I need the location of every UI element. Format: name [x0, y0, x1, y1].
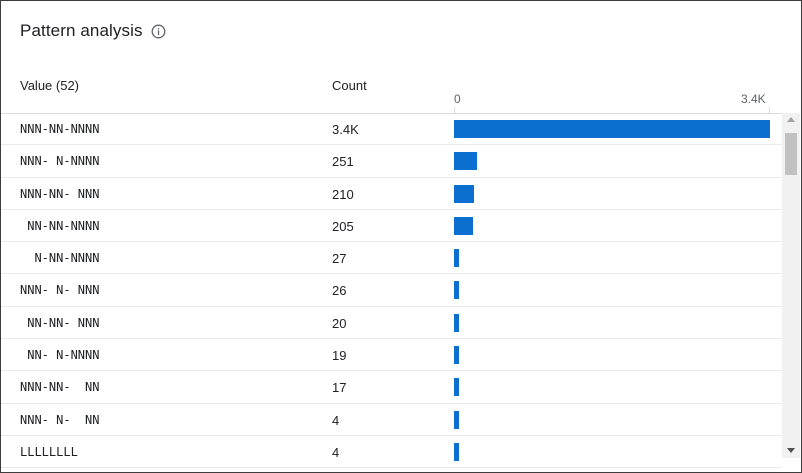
header-divider — [1, 113, 782, 114]
scrollbar-thumb[interactable] — [785, 133, 797, 175]
table-row[interactable]: N-NN-NNNN 27 — [1, 242, 782, 275]
count-bar — [454, 410, 459, 429]
axis-max-tick — [769, 107, 770, 113]
axis-max-label: 3.4K — [741, 92, 766, 106]
panel-title: Pattern analysis — [20, 21, 143, 40]
table-row[interactable]: NNN-NN- NNN 210 — [1, 178, 782, 210]
count-column-header[interactable]: Count — [332, 78, 367, 93]
count-bar — [454, 249, 459, 268]
table-row[interactable]: NNN- N- NNN 26 — [1, 274, 782, 307]
pattern-value: NNN-NN- NNN — [20, 186, 100, 201]
pattern-count: 17 — [332, 380, 347, 396]
table-row[interactable]: NN-NN-NNNN 205 — [1, 210, 782, 243]
table-row[interactable]: NN- N-NNNN 19 — [1, 339, 782, 372]
pattern-value: N-NN-NNNN — [20, 251, 100, 266]
table-row[interactable]: NNN-NN- NN 17 — [1, 371, 782, 404]
info-icon[interactable] — [151, 24, 166, 39]
pattern-value: NNN- N-NNNN — [20, 154, 100, 169]
count-bar — [454, 313, 459, 332]
pattern-count: 20 — [332, 315, 347, 331]
pattern-value: NNN-NN-NNNN — [20, 122, 100, 136]
count-bar — [454, 216, 473, 235]
pattern-count: 3.4K — [332, 122, 359, 137]
count-bar — [454, 281, 459, 300]
pattern-count: 205 — [332, 218, 354, 234]
vertical-scrollbar[interactable] — [782, 113, 800, 458]
count-bar — [454, 378, 459, 397]
count-bar — [454, 442, 459, 461]
pattern-value: NN- N-NNNN — [20, 348, 100, 363]
pattern-count: 19 — [332, 348, 347, 364]
count-bar — [454, 120, 770, 138]
pattern-count: 251 — [332, 154, 354, 170]
pattern-count: 4 — [332, 444, 340, 460]
table-row[interactable]: LLLLLLLL 4 — [1, 436, 782, 469]
pattern-count: 4 — [332, 412, 340, 428]
table-row[interactable]: NNN- N-NNNN 251 — [1, 145, 782, 178]
table-row[interactable]: NNN-NN-NNNN 3.4K — [1, 113, 782, 146]
pattern-count: 27 — [332, 251, 347, 267]
count-bar — [454, 346, 459, 365]
pattern-table-body: NNN-NN-NNNN 3.4K NNN- N-NNNN 251 NNN-NN- NNN… — [1, 113, 782, 469]
pattern-value: NNN- N- NNN — [20, 283, 100, 298]
pattern-value: NN-NN-NNNN — [20, 218, 100, 233]
table-row[interactable]: NN-NN- NNN 20 — [1, 307, 782, 340]
axis-min-label: 0 — [454, 92, 461, 106]
count-bar — [454, 152, 477, 171]
pattern-count: 26 — [332, 283, 347, 299]
count-bar — [454, 184, 474, 203]
pattern-value: NN-NN- NNN — [20, 315, 100, 330]
scroll-up-button[interactable] — [782, 113, 800, 127]
scroll-down-button[interactable] — [782, 444, 800, 458]
chevron-down-icon — [787, 448, 795, 453]
pattern-value: NNN- N- NN — [20, 412, 100, 427]
axis-min-tick — [454, 107, 455, 113]
value-column-header[interactable]: Value (52) — [20, 78, 80, 93]
panel-header: Pattern analysis — [20, 21, 166, 41]
pattern-count: 210 — [332, 186, 354, 202]
chevron-up-icon — [787, 117, 795, 122]
pattern-value: NNN-NN- NN — [20, 380, 100, 395]
table-row[interactable]: NNN- N- NN 4 — [1, 404, 782, 436]
pattern-value: LLLLLLLL — [20, 444, 78, 459]
